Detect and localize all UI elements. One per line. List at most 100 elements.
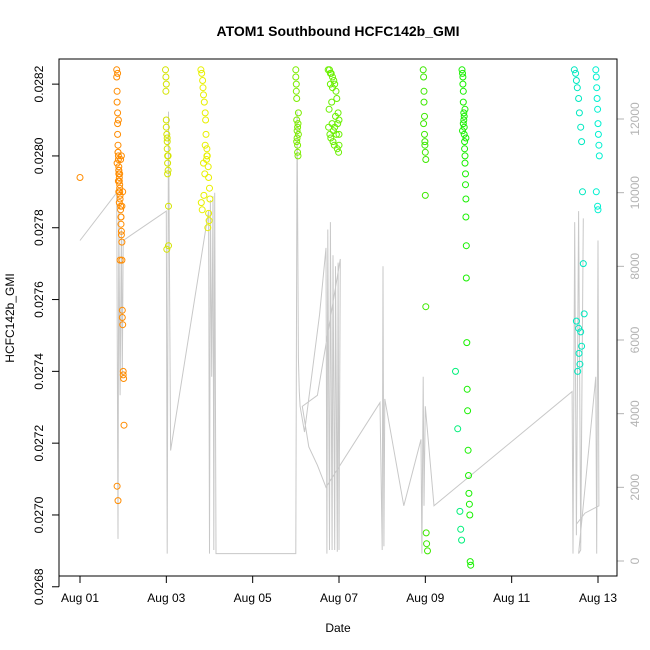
y2-tick-label: 12000 [628,102,642,136]
data-point [203,145,211,153]
data-point [463,339,471,347]
y-tick-label: 0.0280 [32,137,46,174]
data-point [113,73,121,81]
data-point [462,181,469,189]
data-point [294,148,302,156]
data-point [420,98,428,106]
data-point [293,134,301,142]
data-point [118,238,126,246]
y-tick-label: 0.0268 [32,568,46,605]
data-point [117,156,125,163]
data-point [575,324,583,332]
data-point [294,130,302,138]
data-point [578,138,586,146]
data-point [117,206,125,214]
data-point [461,138,469,146]
data-point [162,123,170,131]
data-point [594,120,602,128]
data-point [115,174,123,181]
data-point [464,407,472,415]
data-point [460,130,468,138]
altitude-line-layer [79,111,600,555]
data-point [595,152,603,160]
data-point [578,342,586,350]
data-point [116,170,124,178]
data-point [113,159,121,167]
data-point [592,188,600,196]
data-point [114,141,122,149]
data-point [115,163,123,171]
data-point [331,123,339,131]
data-point [335,130,343,138]
data-point [162,80,170,88]
data-point [592,66,600,74]
data-point [459,87,467,95]
data-point [466,511,474,519]
data-point [115,166,123,174]
x-tick-label: Aug 09 [406,591,444,605]
data-point [162,73,170,81]
data-point [119,321,127,329]
data-point [422,529,430,537]
data-point [116,195,124,203]
data-point [460,109,468,117]
data-point [197,199,205,207]
data-point [292,87,300,95]
data-point [457,525,465,533]
data-point [163,134,171,142]
data-point [460,112,468,120]
data-point [335,141,343,149]
data-point [594,206,602,214]
data-point [114,497,122,505]
data-point [422,303,430,311]
y-tick-label: 0.0282 [32,65,46,102]
data-point [579,260,587,268]
data-point [420,73,428,81]
data-point [114,130,122,138]
data-point [465,472,472,479]
data-point [465,500,473,508]
data-point [325,105,333,113]
data-point [117,213,125,221]
data-point [576,360,584,368]
data-point [332,130,340,138]
data-point [328,98,336,106]
data-point [162,87,170,95]
data-point [203,152,211,160]
data-point [461,159,469,167]
data-point [202,116,210,124]
data-point [198,69,206,77]
data-point [424,547,431,555]
data-point [204,163,212,171]
data-point [461,152,469,160]
data-point [327,69,335,77]
data-point [205,174,213,181]
data-point [116,256,124,264]
data-point [294,120,302,128]
y-tick-label: 0.0274 [32,353,46,390]
data-point [462,274,470,282]
data-point [332,112,339,120]
data-point [575,349,583,357]
data-point [456,507,464,515]
data-point [114,116,122,124]
data-point [114,109,122,117]
data-point [461,105,469,113]
data-point [422,156,430,163]
data-point [594,105,602,113]
data-point [329,138,337,146]
y2-tick-label: 0 [628,557,642,564]
x-tick-label: Aug 01 [61,591,99,605]
data-point [164,159,172,167]
data-point [115,188,123,196]
data-point [462,242,470,250]
data-point [293,116,301,124]
data-point [113,66,121,74]
data-point [462,213,470,221]
x-axis-label: Date [325,621,351,635]
data-point [294,123,302,131]
data-point [594,202,602,210]
data-point [575,95,583,102]
y-tick-label: 0.0270 [32,496,46,533]
